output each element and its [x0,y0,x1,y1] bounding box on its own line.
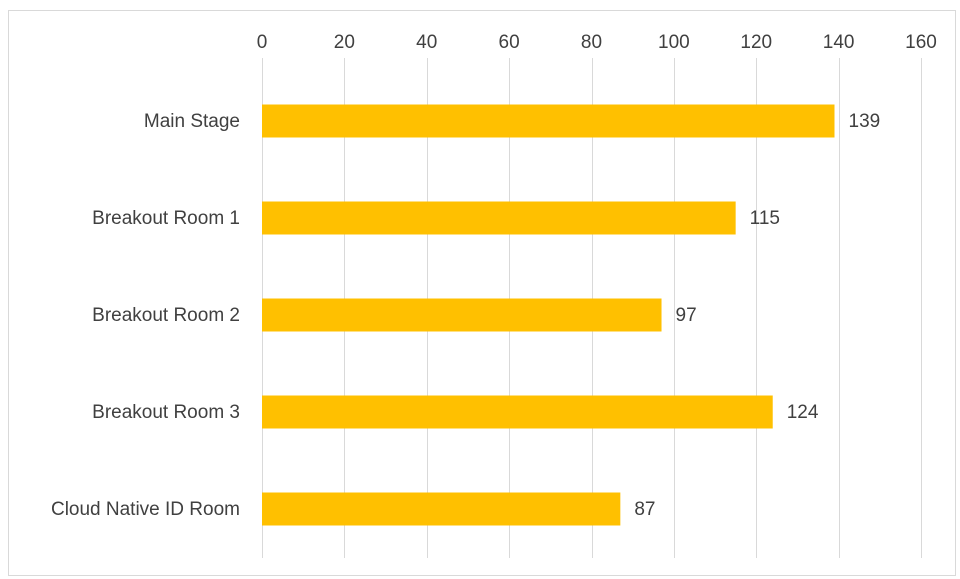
x-tick-label-80: 80 [581,32,602,53]
chart-frame [8,10,956,576]
x-axis-tick-labels: 0 20 40 60 80 100 120 140 160 [257,32,937,53]
bar-breakout-room-2 [262,298,662,332]
x-tick-label-120: 120 [740,32,772,53]
gridlines [262,58,922,558]
x-tick-label-60: 60 [499,32,520,53]
x-tick-label-100: 100 [658,32,690,53]
category-label-main-stage: Main Stage [144,111,240,132]
data-label-breakout-room-2: 97 [676,305,697,326]
category-label-breakout-room-1: Breakout Room 1 [92,208,240,229]
x-tick-label-140: 140 [823,32,855,53]
bar-breakout-room-1 [262,201,736,235]
x-tick-label-40: 40 [416,32,437,53]
category-label-breakout-room-3: Breakout Room 3 [92,402,240,423]
x-tick-label-20: 20 [334,32,355,53]
x-tick-label-160: 160 [905,32,937,53]
bar-cloud-native-id-room [262,492,621,526]
data-label-main-stage: 139 [849,111,881,132]
category-label-breakout-room-2: Breakout Room 2 [92,305,240,326]
bar-breakout-room-3 [262,395,773,429]
data-label-cloud-native-id-room: 87 [634,499,655,520]
x-tick-label-0: 0 [257,32,268,53]
data-labels: 139 115 97 124 87 [634,111,880,520]
category-label-cloud-native-id-room: Cloud Native ID Room [51,499,240,520]
bars [262,104,835,526]
bar-main-stage [262,104,835,138]
data-label-breakout-room-3: 124 [787,402,819,423]
data-label-breakout-room-1: 115 [750,208,780,229]
category-labels: Main Stage Breakout Room 1 Breakout Room 2… [51,111,240,520]
